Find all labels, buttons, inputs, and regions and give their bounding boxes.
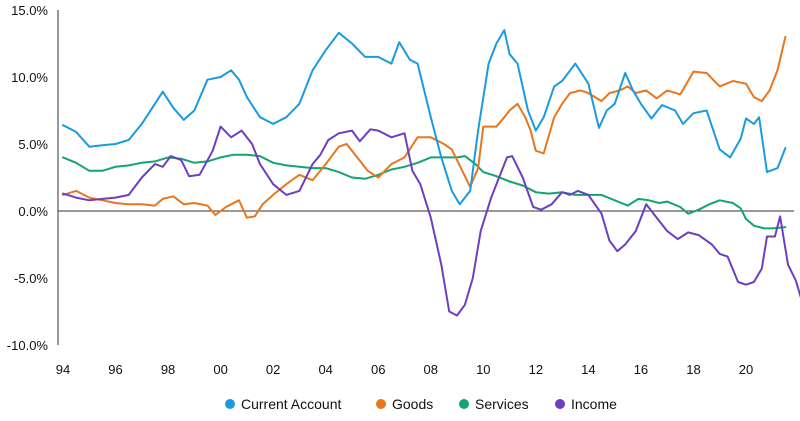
y-tick-label: 15.0% — [11, 3, 48, 18]
legend-marker-current-account — [225, 399, 235, 409]
x-tick-label: 12 — [529, 362, 543, 377]
legend-label-goods: Goods — [392, 396, 433, 412]
x-tick-label: 14 — [581, 362, 595, 377]
x-tick-label: 00 — [213, 362, 227, 377]
x-tick-label: 18 — [686, 362, 700, 377]
legend-label-income: Income — [571, 396, 617, 412]
x-tick-label: 98 — [161, 362, 175, 377]
legend-label-current-account: Current Account — [241, 396, 341, 412]
y-tick-label: -5.0% — [14, 271, 48, 286]
x-tick-label: 20 — [739, 362, 753, 377]
y-tick-label: 10.0% — [11, 70, 48, 85]
legend-label-services: Services — [475, 396, 529, 412]
series-line-services — [62, 153, 787, 230]
series-line-income — [62, 125, 800, 317]
x-tick-label: 96 — [108, 362, 122, 377]
legend-marker-goods — [376, 399, 386, 409]
y-tick-label: -10.0% — [7, 338, 49, 353]
x-tick-label: 08 — [424, 362, 438, 377]
x-tick-label: 06 — [371, 362, 385, 377]
x-tick-label: 02 — [266, 362, 280, 377]
x-tick-label: 04 — [318, 362, 332, 377]
y-tick-label: 5.0% — [18, 137, 48, 152]
y-tick-label: 0.0% — [18, 204, 48, 219]
series-line-goods — [62, 35, 787, 219]
series-line-current-account — [62, 29, 787, 206]
x-tick-label: 10 — [476, 362, 490, 377]
x-tick-label: 94 — [56, 362, 70, 377]
legend-marker-income — [555, 399, 565, 409]
legend-marker-services — [459, 399, 469, 409]
x-tick-label: 16 — [634, 362, 648, 377]
